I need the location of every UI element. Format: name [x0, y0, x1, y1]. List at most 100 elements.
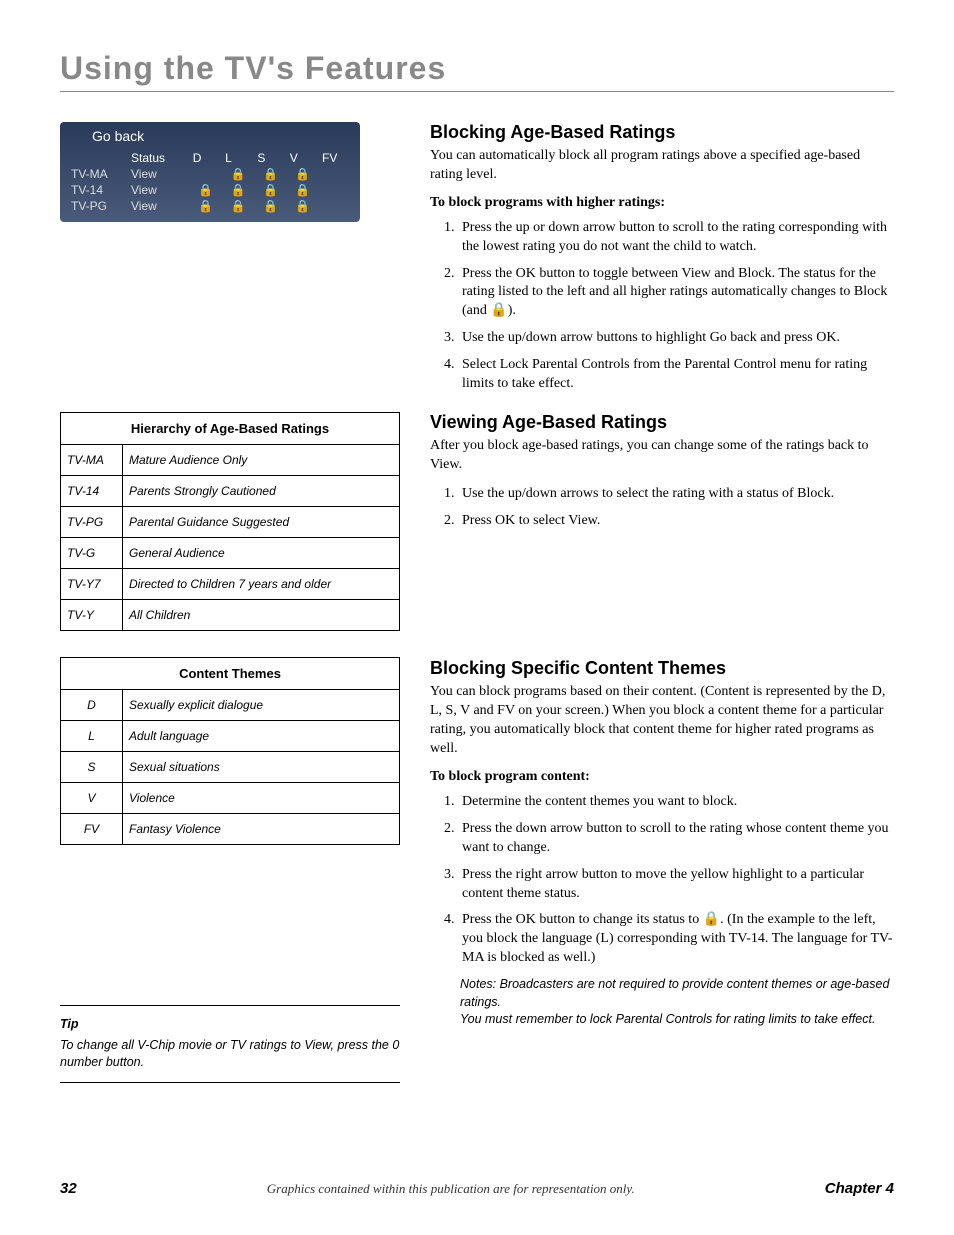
- theme-code: D: [61, 690, 123, 721]
- step-item: Press the down arrow button to scroll to…: [458, 820, 894, 858]
- step-item: Use the up/down arrows to select the rat…: [458, 485, 894, 504]
- right-column: Blocking Age-Based Ratings You can autom…: [430, 122, 894, 1083]
- left-column: Go back Status D L S V FV TV-MA View 🔒 🔒: [60, 122, 400, 1083]
- section-heading-blocking-age: Blocking Age-Based Ratings: [430, 122, 894, 143]
- section-intro: After you block age-based ratings, you c…: [430, 437, 894, 475]
- tv-lock: [190, 166, 222, 182]
- tv-row: TV-14 View 🔒 🔒 🔒 🔒: [68, 182, 352, 198]
- tv-lock: 🔒: [254, 166, 286, 182]
- theme-desc: Violence: [123, 783, 400, 814]
- table-row: VViolence: [61, 783, 400, 814]
- table-row: TV-GGeneral Audience: [61, 538, 400, 569]
- step-item: Select Lock Parental Controls from the P…: [458, 356, 894, 394]
- hierarchy-title: Hierarchy of Age-Based Ratings: [61, 413, 400, 445]
- section-heading-blocking-content: Blocking Specific Content Themes: [430, 658, 894, 679]
- table-row: TV-MAMature Audience Only: [61, 445, 400, 476]
- tv-h-v: V: [287, 150, 319, 166]
- step-item: Determine the content themes you want to…: [458, 793, 894, 812]
- rating-desc: General Audience: [123, 538, 400, 569]
- step-item: Press OK to select View.: [458, 512, 894, 531]
- rating-code: TV-Y: [61, 600, 123, 631]
- rating-code: TV-G: [61, 538, 123, 569]
- tv-lock: [319, 198, 352, 214]
- chapter-label: Chapter 4: [825, 1180, 894, 1197]
- steps-list: Press the up or down arrow button to scr…: [430, 219, 894, 394]
- table-row: DSexually explicit dialogue: [61, 690, 400, 721]
- step-item: Press the OK button to change its status…: [458, 911, 894, 968]
- theme-desc: Sexual situations: [123, 752, 400, 783]
- tv-goback: Go back: [92, 128, 352, 144]
- tip-block: Tip To change all V-Chip movie or TV rat…: [60, 1005, 400, 1083]
- table-row: TV-14Parents Strongly Cautioned: [61, 476, 400, 507]
- tv-status: View: [128, 166, 190, 182]
- tv-lock: 🔒: [222, 198, 254, 214]
- tv-h-fv: FV: [319, 150, 352, 166]
- tv-row: TV-PG View 🔒 🔒 🔒 🔒: [68, 198, 352, 214]
- tv-menu-screenshot: Go back Status D L S V FV TV-MA View 🔒 🔒: [60, 122, 360, 222]
- table-row: LAdult language: [61, 721, 400, 752]
- tv-h-s: S: [254, 150, 286, 166]
- step-item: Press the OK button to toggle between Vi…: [458, 265, 894, 322]
- tv-lock: 🔒: [287, 166, 319, 182]
- theme-desc: Adult language: [123, 721, 400, 752]
- tv-status: View: [128, 182, 190, 198]
- page-title: Using the TV's Features: [60, 50, 894, 92]
- theme-code: FV: [61, 814, 123, 845]
- theme-code: L: [61, 721, 123, 752]
- theme-desc: Sexually explicit dialogue: [123, 690, 400, 721]
- tv-lock: 🔒: [254, 182, 286, 198]
- tip-heading: Tip: [60, 1016, 400, 1034]
- section-subheading: To block programs with higher ratings:: [430, 195, 894, 211]
- table-row: TV-Y7Directed to Children 7 years and ol…: [61, 569, 400, 600]
- section-intro: You can block programs based on their co…: [430, 683, 894, 759]
- note-text: You must remember to lock Parental Contr…: [460, 1011, 894, 1029]
- page-footer: 32 Graphics contained within this public…: [60, 1180, 894, 1197]
- tv-lock: 🔒: [287, 182, 319, 198]
- tv-lock: 🔒: [222, 182, 254, 198]
- tip-body: To change all V-Chip movie or TV ratings…: [60, 1037, 400, 1072]
- step-item: Use the up/down arrow buttons to highlig…: [458, 329, 894, 348]
- step-item: Press the right arrow button to move the…: [458, 866, 894, 904]
- tv-row: TV-MA View 🔒 🔒 🔒: [68, 166, 352, 182]
- themes-title: Content Themes: [61, 658, 400, 690]
- rating-desc: Parental Guidance Suggested: [123, 507, 400, 538]
- rating-code: TV-PG: [61, 507, 123, 538]
- tv-menu-table: Status D L S V FV TV-MA View 🔒 🔒 🔒: [68, 150, 352, 214]
- rating-desc: Directed to Children 7 years and older: [123, 569, 400, 600]
- steps-list: Use the up/down arrows to select the rat…: [430, 485, 894, 531]
- theme-code: V: [61, 783, 123, 814]
- table-row: TV-PGParental Guidance Suggested: [61, 507, 400, 538]
- tv-lock: 🔒: [254, 198, 286, 214]
- rating-desc: All Children: [123, 600, 400, 631]
- tv-h-l: L: [222, 150, 254, 166]
- tv-lock: 🔒: [287, 198, 319, 214]
- tv-rating: TV-MA: [68, 166, 128, 182]
- tv-h-status: Status: [128, 150, 190, 166]
- rating-code: TV-14: [61, 476, 123, 507]
- section-subheading: To block program content:: [430, 769, 894, 785]
- step-item: Press the up or down arrow button to scr…: [458, 219, 894, 257]
- tv-rating: TV-14: [68, 182, 128, 198]
- note-text: Notes: Broadcasters are not required to …: [460, 976, 894, 1011]
- theme-desc: Fantasy Violence: [123, 814, 400, 845]
- tv-lock: [319, 182, 352, 198]
- theme-code: S: [61, 752, 123, 783]
- table-row: SSexual situations: [61, 752, 400, 783]
- tv-h-d: D: [190, 150, 222, 166]
- rating-code: TV-MA: [61, 445, 123, 476]
- rating-desc: Parents Strongly Cautioned: [123, 476, 400, 507]
- steps-list: Determine the content themes you want to…: [430, 793, 894, 968]
- section-heading-viewing-age: Viewing Age-Based Ratings: [430, 412, 894, 433]
- footer-disclaimer: Graphics contained within this publicati…: [267, 1181, 635, 1197]
- tv-lock: 🔒: [222, 166, 254, 182]
- table-row: FVFantasy Violence: [61, 814, 400, 845]
- tv-lock: 🔒: [190, 182, 222, 198]
- tv-rating: TV-PG: [68, 198, 128, 214]
- rating-desc: Mature Audience Only: [123, 445, 400, 476]
- notes-block: Notes: Broadcasters are not required to …: [460, 976, 894, 1029]
- tv-lock: [319, 166, 352, 182]
- two-column-layout: Go back Status D L S V FV TV-MA View 🔒 🔒: [60, 122, 894, 1083]
- section-intro: You can automatically block all program …: [430, 147, 894, 185]
- page-number: 32: [60, 1180, 77, 1197]
- content-themes-table: Content Themes DSexually explicit dialog…: [60, 657, 400, 845]
